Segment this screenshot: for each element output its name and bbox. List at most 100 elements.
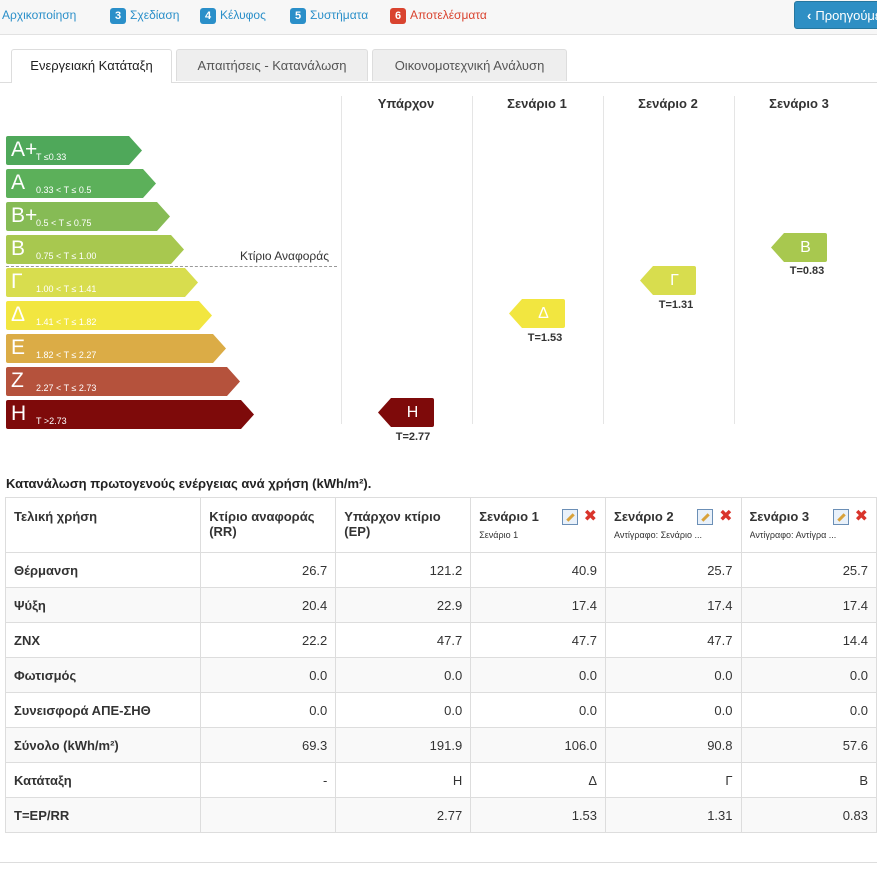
energy-class-bar: Ε 1.82 < T ≤ 2.27 bbox=[6, 334, 226, 363]
energy-class-bar: Ζ 2.27 < T ≤ 2.73 bbox=[6, 367, 240, 396]
row-label-cell: T=EP/RR bbox=[4, 797, 202, 833]
delete-icon[interactable]: ✖ bbox=[583, 507, 598, 525]
rating-marker: Δ bbox=[509, 299, 565, 328]
rating-t-value: T=2.77 bbox=[395, 431, 431, 443]
tab-energy-rating[interactable]: Ενεργειακή Κατάταξη bbox=[11, 49, 172, 83]
energy-class-letter: A bbox=[11, 171, 26, 194]
row-label-cell: ΖΝΧ bbox=[4, 622, 202, 658]
energy-class-letter: Γ bbox=[11, 270, 23, 293]
column-header-scenario-1: Σενάριο 1 bbox=[507, 96, 567, 111]
previous-button[interactable]: ‹Προηγούμενο bbox=[794, 1, 877, 29]
value-cell: 22.2 bbox=[200, 622, 337, 658]
wizard-steps-bar: Αρχικοποίηση 3 Σχεδίαση 4 Κέλυφος 5 Συστήμα… bbox=[0, 0, 877, 35]
value-cell: 17.4 bbox=[470, 587, 607, 623]
value-cell: 47.7 bbox=[470, 622, 607, 658]
energy-class-range: 1.82 < T ≤ 2.27 bbox=[36, 350, 97, 360]
step-systems[interactable]: 5 Συστήματα bbox=[290, 8, 368, 24]
value-cell: 57.6 bbox=[740, 727, 877, 763]
scenario-name: Σενάριο 1 bbox=[479, 509, 539, 524]
step-envelope[interactable]: 4 Κέλυφος bbox=[200, 8, 266, 24]
energy-class-letter: Ε bbox=[11, 336, 26, 359]
value-cell: 0.0 bbox=[605, 657, 742, 693]
rating-marker: Η bbox=[378, 398, 434, 427]
rating-t-value: T=1.31 bbox=[658, 299, 694, 311]
energy-class-bar: A+ T ≤0.33 bbox=[6, 136, 142, 165]
energy-class-bar: Γ 1.00 < T ≤ 1.41 bbox=[6, 268, 198, 297]
row-label-cell: Φωτισμός bbox=[4, 657, 202, 693]
energy-class-range: 0.75 < T ≤ 1.00 bbox=[36, 251, 97, 261]
results-tabs: Ενεργειακή Κατάταξη Απαιτήσεις - Κατανάλ… bbox=[0, 48, 877, 83]
column-header-scenario-3: ✖ Σενάριο 3 Αντίγραφο: Αντίγρα ... bbox=[740, 497, 877, 553]
value-cell: 25.7 bbox=[605, 552, 742, 588]
edit-icon[interactable] bbox=[561, 508, 578, 525]
step-results[interactable]: 6 Αποτελέσματα bbox=[390, 8, 487, 24]
energy-class-bar: A 0.33 < T ≤ 0.5 bbox=[6, 169, 156, 198]
rating-t-value: T=1.53 bbox=[527, 332, 563, 344]
scenario-name: Σενάριο 2 bbox=[614, 509, 674, 524]
previous-button-label: Προηγούμενο bbox=[815, 8, 877, 23]
edit-icon[interactable] bbox=[697, 508, 714, 525]
value-cell: 2.77 bbox=[335, 797, 472, 833]
step-label: Αρχικοποίηση bbox=[2, 8, 77, 22]
step-number-badge: 6 bbox=[390, 8, 406, 24]
column-divider bbox=[341, 96, 342, 424]
value-cell: 0.0 bbox=[740, 657, 877, 693]
energy-class-range: T >2.73 bbox=[36, 416, 67, 426]
tab-requirements-consumption[interactable]: Απαιτήσεις - Κατανάλωση bbox=[176, 49, 368, 81]
step-initialization[interactable]: Αρχικοποίηση bbox=[2, 8, 76, 22]
value-cell bbox=[200, 797, 337, 833]
column-header-scenario-1: ✖ Σενάριο 1 Σενάριο 1 bbox=[470, 497, 607, 553]
value-cell: 0.0 bbox=[335, 692, 472, 728]
chevron-left-icon: ‹ bbox=[807, 8, 812, 23]
value-cell: 0.0 bbox=[740, 692, 877, 728]
value-cell: Β bbox=[740, 762, 877, 798]
value-cell: 0.0 bbox=[200, 692, 337, 728]
energy-class-bar: Η T >2.73 bbox=[6, 400, 254, 429]
energy-class-range: 1.00 < T ≤ 1.41 bbox=[36, 284, 97, 294]
column-header-final-use: Τελική χρήση bbox=[4, 497, 202, 553]
table-header-row: Τελική χρήση Κτίριο αναφοράς (RR) Υπάρχο… bbox=[4, 497, 877, 553]
energy-class-letter: Η bbox=[11, 402, 27, 425]
energy-class-letter: B+ bbox=[11, 204, 38, 227]
value-cell: 191.9 bbox=[335, 727, 472, 763]
rating-t-value: T=0.83 bbox=[789, 265, 825, 277]
column-divider bbox=[472, 96, 473, 424]
column-header-existing-building: Υπάρχον κτίριο (EP) bbox=[335, 497, 472, 553]
value-cell: 22.9 bbox=[335, 587, 472, 623]
table-row: Κατάταξη - Η Δ Γ Β bbox=[4, 762, 877, 798]
table-row: Συνεισφορά ΑΠΕ-ΣΗΘ 0.0 0.0 0.0 0.0 0.0 bbox=[4, 692, 877, 728]
edit-icon[interactable] bbox=[832, 508, 849, 525]
scenario-subtitle: Αντίγραφο: Σενάριο ... bbox=[614, 530, 702, 540]
value-cell: Δ bbox=[470, 762, 607, 798]
step-number-badge: 3 bbox=[110, 8, 126, 24]
step-label: Κέλυφος bbox=[220, 8, 266, 22]
energy-class-letter: Ζ bbox=[11, 369, 24, 392]
delete-icon[interactable]: ✖ bbox=[719, 507, 733, 525]
rating-marker-letter: Δ bbox=[538, 305, 549, 322]
value-cell: 1.31 bbox=[605, 797, 742, 833]
row-label-cell: Σύνολο (kWh/m²) bbox=[4, 727, 202, 763]
value-cell: 69.3 bbox=[200, 727, 337, 763]
column-header-existing: Υπάρχον bbox=[377, 96, 435, 111]
table-row: Φωτισμός 0.0 0.0 0.0 0.0 0.0 bbox=[4, 657, 877, 693]
value-cell: 121.2 bbox=[335, 552, 472, 588]
footer-divider bbox=[0, 862, 877, 863]
consumption-table-title: Κατανάλωση πρωτογενούς ενέργειας ανά χρή… bbox=[6, 476, 372, 491]
rating-marker: Γ bbox=[640, 266, 696, 295]
energy-class-letter: B bbox=[11, 237, 26, 260]
energy-class-range: 0.33 < T ≤ 0.5 bbox=[36, 185, 92, 195]
reference-building-line bbox=[6, 266, 337, 267]
table-row: Σύνολο (kWh/m²) 69.3 191.9 106.0 90.8 57.6 bbox=[4, 727, 877, 763]
value-cell: 0.0 bbox=[335, 657, 472, 693]
tab-economic-analysis[interactable]: Οικονομοτεχνική Ανάλυση bbox=[372, 49, 567, 81]
energy-class-range: 0.5 < T ≤ 0.75 bbox=[36, 218, 92, 228]
step-design[interactable]: 3 Σχεδίαση bbox=[110, 8, 179, 24]
delete-icon[interactable]: ✖ bbox=[854, 507, 868, 525]
row-label-cell: Συνεισφορά ΑΠΕ-ΣΗΘ bbox=[4, 692, 202, 728]
value-cell: 25.7 bbox=[740, 552, 877, 588]
column-header-scenario-2: Σενάριο 2 bbox=[638, 96, 698, 111]
energy-class-bar: Δ 1.41 < T ≤ 1.82 bbox=[6, 301, 212, 330]
value-cell: Γ bbox=[605, 762, 742, 798]
column-divider bbox=[603, 96, 604, 424]
value-cell: 0.0 bbox=[470, 657, 607, 693]
